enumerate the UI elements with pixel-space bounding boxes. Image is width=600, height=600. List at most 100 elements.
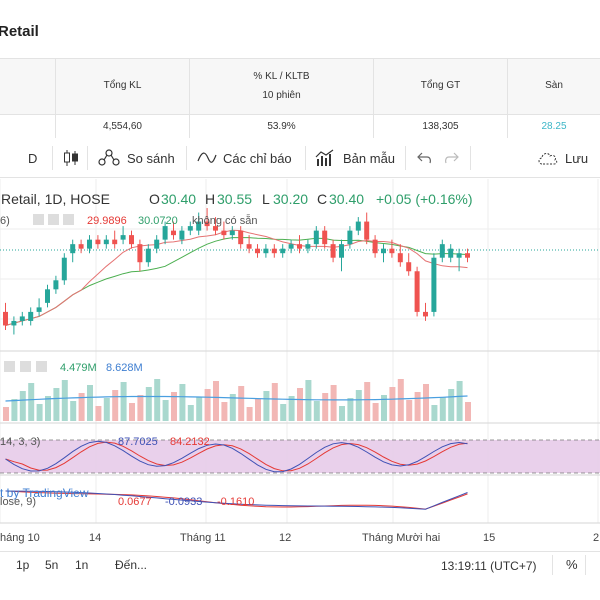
- candle: [431, 257, 437, 312]
- candle: [238, 230, 244, 245]
- volume-value-2: 8.628M: [106, 362, 143, 374]
- compare-icon: [97, 148, 121, 168]
- divider: [585, 555, 586, 575]
- undo-button[interactable]: [417, 138, 433, 178]
- settings-icon[interactable]: [48, 214, 59, 225]
- candle: [465, 253, 470, 258]
- candle: [322, 230, 328, 245]
- save-label: Lưu: [565, 150, 589, 166]
- legend-h-value: 30.55: [217, 191, 252, 207]
- candle: [112, 239, 118, 245]
- candle: [3, 311, 8, 326]
- close-icon[interactable]: [63, 214, 74, 225]
- candle: [397, 253, 403, 263]
- volume-bar: [154, 379, 161, 421]
- redo-icon: [443, 151, 459, 165]
- value-floor: 28.25: [507, 115, 600, 138]
- volume-ma-line: [5, 395, 468, 402]
- candle: [271, 248, 277, 254]
- candle: [297, 244, 302, 249]
- interval-button[interactable]: D: [28, 138, 37, 178]
- volume-bar: [423, 384, 429, 421]
- volume-bar: [288, 396, 295, 421]
- volume-bar: [137, 395, 144, 421]
- close-icon[interactable]: [36, 361, 47, 372]
- clock: 13:19:11 (UTC+7): [441, 559, 537, 573]
- candle: [28, 311, 34, 321]
- x-axis-label: 2: [593, 532, 599, 544]
- toolbar-divider: [87, 146, 88, 170]
- save-button[interactable]: Lưu: [537, 138, 588, 178]
- legend-h-label: H: [205, 191, 215, 207]
- stats-value-row: 4,554,60 53.9% 138,305 28.25: [0, 115, 600, 139]
- volume-bar: [19, 391, 26, 421]
- header-total-volume: Tổng KL: [55, 59, 189, 114]
- candle: [187, 226, 193, 231]
- volume-bar: [204, 389, 211, 421]
- x-axis-label: Tháng 11: [180, 532, 226, 544]
- candle: [70, 244, 76, 254]
- volume-bar: [372, 403, 379, 421]
- price-chart[interactable]: Retail, 1D, HOSE O 30.40 H 30.55 L 30.20…: [0, 179, 600, 550]
- range-1p[interactable]: 1p: [16, 558, 30, 572]
- candle: [439, 244, 445, 258]
- macd-line: [5, 490, 468, 510]
- legend-l-label: L: [262, 191, 270, 207]
- volume-bar: [171, 392, 177, 421]
- interval-label: D: [28, 150, 38, 166]
- volume-bar: [45, 396, 51, 421]
- volume-bar: [103, 398, 110, 421]
- candle: [61, 257, 67, 281]
- toolbar-divider: [52, 146, 53, 170]
- candle: [448, 248, 454, 258]
- redo-button[interactable]: [443, 138, 459, 178]
- volume-bar: [280, 404, 287, 421]
- legend-c-label: C: [317, 191, 327, 207]
- macd-legend-prefix: lose, 9): [0, 496, 36, 508]
- volume-bar: [112, 390, 119, 421]
- stoch-legend-prefix: 14, 3, 3): [0, 436, 40, 448]
- candle: [36, 307, 42, 312]
- chart-area[interactable]: Retail, 1D, HOSE O 30.40 H 30.55 L 30.20…: [0, 179, 600, 550]
- volume-bar: [305, 380, 312, 421]
- eye-icon[interactable]: [33, 214, 44, 225]
- candle: [196, 221, 202, 231]
- volume-bar: [246, 407, 253, 421]
- volume-bar: [397, 379, 404, 421]
- ma-legend-prefix: 6): [0, 215, 10, 227]
- indicators-button[interactable]: Các chỉ báo: [197, 138, 292, 178]
- candle: [255, 248, 260, 254]
- eye-icon[interactable]: [4, 361, 15, 372]
- compare-button[interactable]: So sánh: [97, 138, 175, 178]
- candle: [280, 248, 286, 254]
- candle: [313, 230, 319, 245]
- volume-bar: [439, 397, 446, 421]
- toolbar-divider: [186, 146, 187, 170]
- x-axis-label: Tháng Mười hai: [362, 532, 440, 544]
- divider: [552, 555, 553, 575]
- chart-type-button[interactable]: [63, 138, 79, 178]
- candle: [19, 316, 25, 321]
- candle: [213, 226, 218, 231]
- candle: [78, 244, 84, 249]
- percent-scale-toggle[interactable]: %: [566, 557, 578, 572]
- goto-date[interactable]: Đến...: [115, 558, 148, 572]
- range-5n[interactable]: 5n: [45, 558, 59, 572]
- legend-o-label: O: [149, 191, 160, 207]
- candle: [162, 226, 168, 240]
- candle: [305, 244, 311, 249]
- volume-bar: [187, 405, 194, 421]
- candle: [204, 221, 210, 227]
- undo-icon: [417, 151, 433, 165]
- templates-button[interactable]: Bản mẫu: [315, 138, 395, 178]
- volume-bar: [53, 388, 60, 421]
- range-1n[interactable]: 1n: [75, 558, 89, 572]
- macd-value-3: -0.1610: [217, 496, 254, 508]
- stoch-value-2: 84.2132: [170, 436, 210, 448]
- volume-bar: [3, 407, 9, 421]
- volume-bar: [61, 380, 68, 421]
- candle: [145, 248, 151, 263]
- volume-bar: [355, 390, 362, 421]
- volume-bar: [313, 401, 320, 421]
- settings-icon[interactable]: [20, 361, 31, 372]
